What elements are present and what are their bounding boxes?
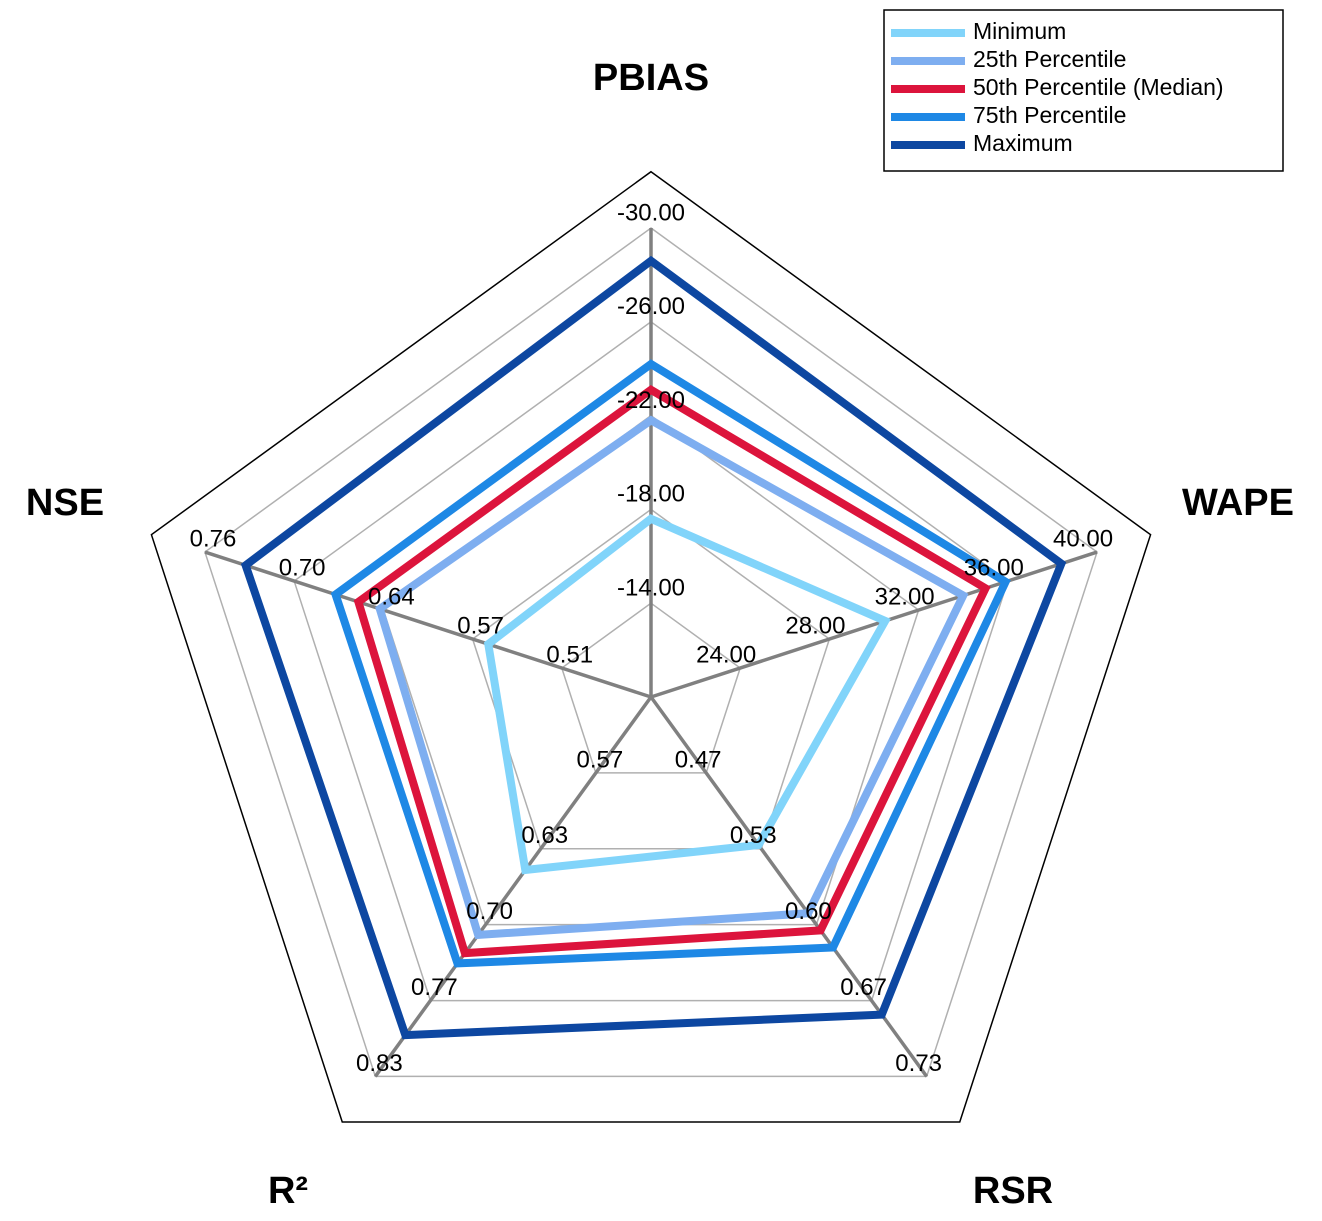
tick-label: 0.83: [356, 1050, 403, 1077]
legend-label: 50th Percentile (Median): [973, 74, 1224, 100]
tick-label: -22.00: [617, 387, 685, 414]
tick-label: 0.57: [576, 746, 623, 773]
tick-label: -18.00: [617, 481, 685, 508]
tick-label: 0.47: [675, 746, 722, 773]
tick-label: 36.00: [964, 554, 1024, 581]
series-line: [330, 359, 1011, 968]
tick-label: 24.00: [696, 641, 756, 668]
tick-label: 32.00: [875, 583, 935, 610]
axis-name: WAPE: [1182, 482, 1294, 524]
tick-label: -14.00: [617, 575, 685, 602]
tick-label: -26.00: [617, 293, 685, 320]
tick-label: 28.00: [785, 612, 845, 639]
series-line: [353, 385, 991, 958]
tick-label: 0.70: [279, 554, 326, 581]
grid-ring: [293, 320, 1009, 1002]
tick-label: 0.70: [466, 898, 513, 925]
axis-spoke: [204, 550, 652, 699]
axis-name: NSE: [26, 482, 104, 524]
legend-label: 25th Percentile: [973, 46, 1126, 72]
tick-label: 0.63: [521, 822, 568, 849]
outer-frame: [150, 170, 1152, 1123]
axis-name: PBIAS: [593, 57, 709, 99]
legend-label: Minimum: [973, 18, 1066, 44]
legend-label: 75th Percentile: [973, 102, 1126, 128]
series-line: [483, 514, 891, 875]
grid-ring: [560, 602, 742, 774]
tick-label: 0.57: [457, 612, 504, 639]
axis-name: R²: [268, 1170, 308, 1212]
legend-label: Maximum: [973, 130, 1073, 156]
axis-spoke: [373, 695, 653, 1078]
axis-spoke: [650, 550, 1098, 699]
tick-label: 0.51: [546, 641, 593, 668]
tick-label: 40.00: [1053, 525, 1113, 552]
grid-ring: [204, 227, 1098, 1078]
series-line: [375, 415, 969, 940]
series-line: [240, 255, 1067, 1040]
tick-label: 0.67: [840, 974, 887, 1001]
tick-label: 0.73: [895, 1050, 942, 1077]
grid-ring: [471, 508, 831, 850]
tick-label: -30.00: [617, 199, 685, 226]
axis-name: RSR: [973, 1170, 1053, 1212]
tick-label: 0.77: [411, 974, 458, 1001]
tick-label: 0.60: [785, 898, 832, 925]
tick-label: 0.64: [368, 583, 415, 610]
tick-label: 0.53: [730, 822, 777, 849]
tick-label: 0.76: [190, 525, 237, 552]
